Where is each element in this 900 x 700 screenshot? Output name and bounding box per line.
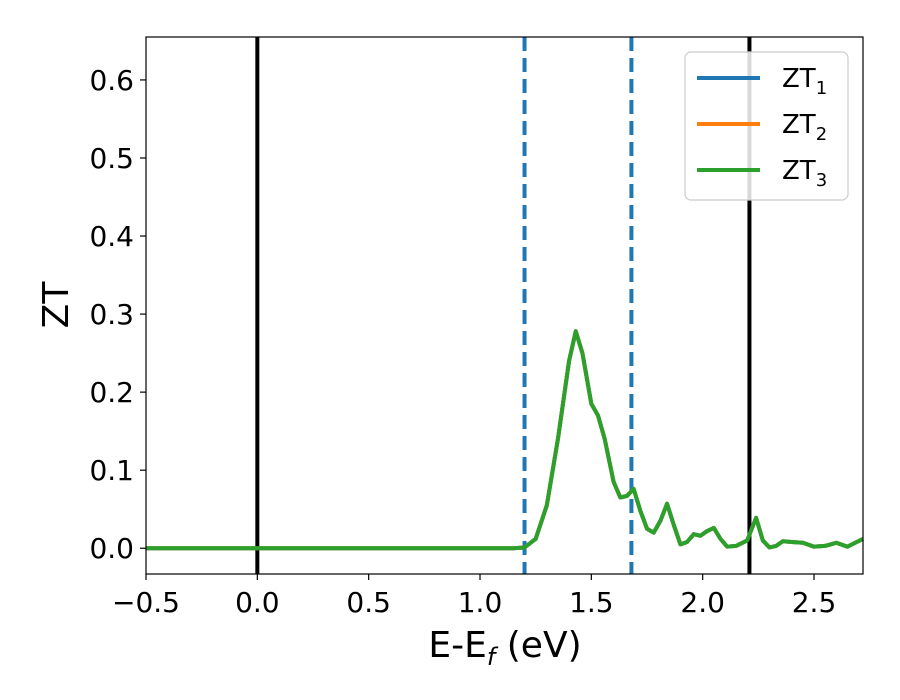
- series-line-3: [146, 329, 864, 551]
- y-tick-label: 0.4: [89, 220, 134, 253]
- y-tick-label: 0.3: [89, 298, 134, 331]
- x-tick-label: −0.5: [112, 586, 180, 619]
- x-tick-label: 2.5: [792, 586, 837, 619]
- y-tick-label: 0.2: [89, 376, 134, 409]
- x-tick-label: 1.5: [569, 586, 614, 619]
- x-axis-ticks: −0.5 0.0 0.5 1.0 1.5 2.0 2.5: [112, 574, 836, 619]
- series-line-2: [146, 329, 864, 551]
- series-line-1: [146, 329, 864, 551]
- legend-label-1: ZT1: [782, 64, 827, 99]
- y-tick-label: 0.5: [89, 142, 134, 175]
- x-tick-label: 1.0: [458, 586, 503, 619]
- x-tick-label: 0.0: [235, 586, 280, 619]
- legend-label-2: ZT2: [782, 110, 827, 145]
- series-lines: [146, 329, 864, 551]
- y-axis-label: ZT: [36, 281, 77, 329]
- x-tick-label: 2.0: [680, 586, 725, 619]
- x-axis-label: E-Ef (eV): [428, 625, 581, 671]
- legend: ZT1 ZT2 ZT3: [684, 51, 849, 201]
- y-tick-label: 0.1: [89, 454, 134, 487]
- x-tick-label: 0.5: [346, 586, 391, 619]
- vertical-reference-lines: [255, 37, 752, 574]
- y-tick-label: 0.0: [89, 532, 134, 565]
- y-tick-label: 0.6: [89, 64, 134, 97]
- y-axis-ticks: 0.0 0.1 0.2 0.3 0.4 0.5 0.6: [89, 64, 146, 565]
- plot-frame: [145, 36, 864, 575]
- legend-label-3: ZT3: [782, 156, 827, 191]
- legend-box: [684, 51, 849, 201]
